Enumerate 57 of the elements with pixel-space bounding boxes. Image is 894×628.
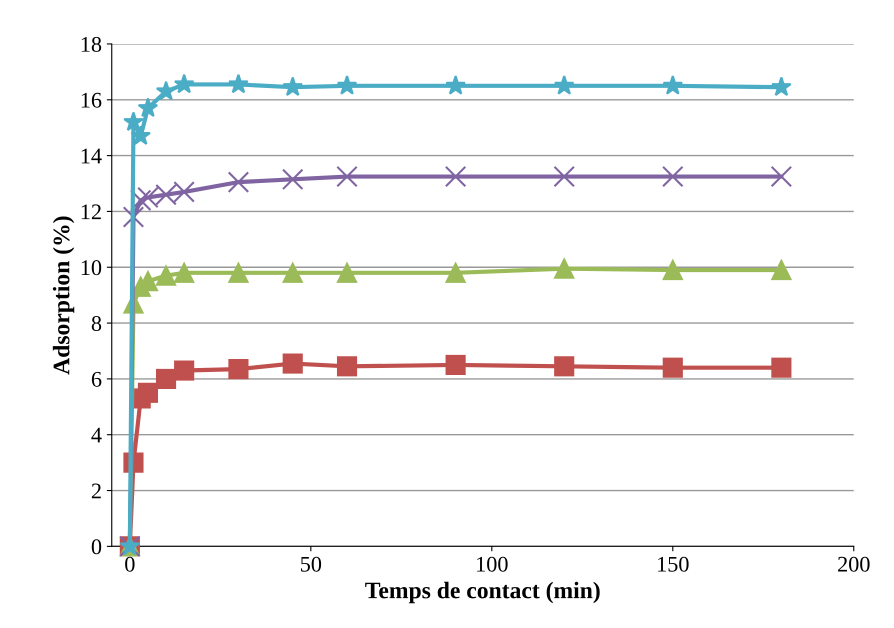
point bbox=[445, 75, 466, 95]
point bbox=[662, 166, 684, 188]
y-tick-label: 4 bbox=[91, 428, 102, 442]
point bbox=[446, 354, 466, 376]
point bbox=[123, 111, 144, 132]
point bbox=[174, 262, 194, 283]
point bbox=[554, 75, 574, 95]
point bbox=[770, 166, 792, 188]
y-tick-label: 6 bbox=[92, 372, 102, 387]
y-tick-label: 10 bbox=[82, 260, 102, 276]
point bbox=[282, 262, 303, 283]
point bbox=[771, 358, 792, 378]
point bbox=[336, 75, 358, 95]
point bbox=[662, 260, 683, 280]
point bbox=[444, 166, 466, 188]
point bbox=[156, 80, 176, 100]
point bbox=[174, 74, 194, 94]
y-tick-label: 16 bbox=[82, 92, 102, 108]
x-tick-label: 0 bbox=[125, 556, 135, 572]
x-tick-label: 50 bbox=[301, 556, 322, 572]
point bbox=[228, 359, 249, 380]
x-tick-label: 150 bbox=[658, 556, 689, 572]
point bbox=[554, 258, 574, 279]
y-tick-label: 12 bbox=[82, 204, 101, 220]
point bbox=[771, 260, 792, 280]
point bbox=[282, 76, 304, 96]
point bbox=[662, 75, 684, 95]
point bbox=[138, 382, 158, 403]
x-axis-title: Temps de contact (min) bbox=[365, 582, 600, 604]
point bbox=[174, 360, 194, 381]
point bbox=[336, 262, 358, 283]
y-tick-label: 8 bbox=[92, 316, 102, 331]
point bbox=[336, 356, 358, 376]
point bbox=[228, 171, 250, 193]
point bbox=[228, 74, 249, 94]
point bbox=[662, 358, 683, 378]
y-tick-label: 2 bbox=[92, 484, 101, 498]
y-tick-label: 18 bbox=[82, 36, 102, 52]
point bbox=[446, 262, 466, 283]
point bbox=[228, 262, 249, 283]
y-tick-label: 14 bbox=[82, 148, 102, 164]
point bbox=[156, 266, 176, 286]
x-tick-label: 100 bbox=[477, 556, 508, 572]
y-axis-title: Adsorption (%) bbox=[52, 216, 74, 375]
point bbox=[282, 168, 304, 190]
point bbox=[771, 76, 792, 96]
point bbox=[130, 125, 151, 145]
point bbox=[336, 166, 358, 188]
y-tick-label: 0 bbox=[92, 539, 102, 554]
point bbox=[554, 356, 574, 376]
point bbox=[553, 166, 575, 188]
point bbox=[156, 368, 176, 389]
point bbox=[122, 206, 144, 228]
point bbox=[130, 189, 152, 212]
x-tick-label: 200 bbox=[838, 556, 870, 572]
point bbox=[282, 353, 303, 374]
point bbox=[138, 97, 158, 118]
